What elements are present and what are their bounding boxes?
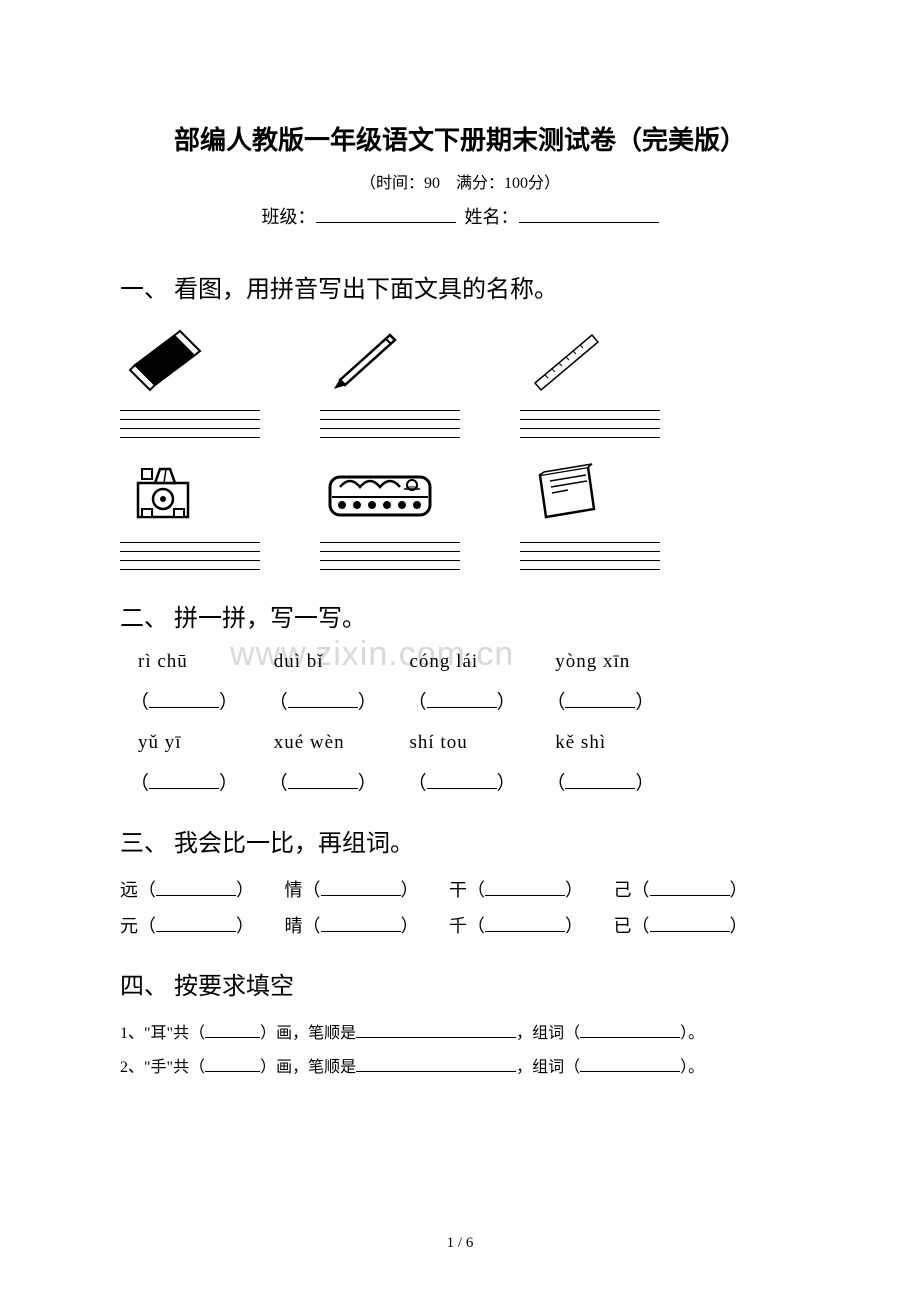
answer-blank[interactable]: （） <box>130 768 238 795</box>
name-blank[interactable] <box>519 205 659 223</box>
answer-blank[interactable] <box>356 1058 516 1072</box>
image-cell <box>320 454 460 570</box>
notebook-icon <box>520 454 610 530</box>
answer-blank[interactable]: （） <box>130 687 238 714</box>
section4-q2: 2、"手"共（）画，笔顺是，组词（）。 <box>120 1053 800 1077</box>
form-line: 班级： 姓名： <box>120 203 800 229</box>
document-subtitle: （时间：90 满分：100分） <box>120 169 800 193</box>
image-cell <box>520 454 660 570</box>
answer-blank[interactable]: （） <box>269 687 377 714</box>
answer-blank[interactable] <box>156 918 236 932</box>
word-item: 干（） <box>449 876 583 902</box>
answer-blank[interactable] <box>205 1024 260 1038</box>
answer-blank[interactable]: （） <box>546 768 654 795</box>
eraser-icon <box>120 322 210 398</box>
class-blank[interactable] <box>316 205 456 223</box>
pencilcase-icon <box>320 454 440 530</box>
section3-line: 远（） 情（） 干（） 己（） <box>120 876 800 902</box>
write-lines[interactable] <box>520 534 660 570</box>
pinyin-item: duì bǐ <box>274 651 404 673</box>
image-cell <box>120 322 260 438</box>
section4-q1: 1、"耳"共（）画，笔顺是，组词（）。 <box>120 1019 800 1043</box>
write-lines[interactable] <box>320 402 460 438</box>
blank-row: （） （） （） （） <box>130 687 800 714</box>
write-lines[interactable] <box>120 534 260 570</box>
answer-blank[interactable] <box>485 918 565 932</box>
section1-heading: 一、 看图，用拼音写出下面文具的名称。 <box>120 269 800 304</box>
answer-blank[interactable] <box>156 882 236 896</box>
section2-heading: 二、 拼一拼，写一写。 <box>120 598 800 633</box>
pinyin-item: cóng lái <box>410 651 550 673</box>
image-cell <box>320 322 460 438</box>
sharpener-icon <box>120 454 210 530</box>
word-item: 情（） <box>285 876 419 902</box>
name-label: 姓名： <box>465 207 519 227</box>
pencil-icon <box>320 322 410 398</box>
class-label: 班级： <box>262 207 316 227</box>
answer-blank[interactable] <box>205 1058 260 1072</box>
section3-line: 元（） 晴（） 千（） 已（） <box>120 912 800 938</box>
answer-blank[interactable] <box>356 1024 516 1038</box>
word-item: 己（） <box>614 876 748 902</box>
document-title: 部编人教版一年级语文下册期末测试卷（完美版） <box>120 120 800 157</box>
image-row-2 <box>120 454 800 570</box>
answer-blank[interactable]: （） <box>269 768 377 795</box>
write-lines[interactable] <box>320 534 460 570</box>
answer-blank[interactable] <box>321 882 401 896</box>
pinyin-item: shí tou <box>410 732 550 754</box>
answer-blank[interactable] <box>580 1058 680 1072</box>
answer-blank[interactable]: （） <box>546 687 654 714</box>
pinyin-row: rì chū duì bǐ cóng lái yòng xīn <box>138 651 800 673</box>
pinyin-item: yòng xīn <box>555 651 675 673</box>
image-cell <box>520 322 660 438</box>
word-item: 已（） <box>614 912 748 938</box>
blank-row: （） （） （） （） <box>130 768 800 795</box>
answer-blank[interactable]: （） <box>408 687 516 714</box>
answer-blank[interactable] <box>650 882 730 896</box>
image-cell <box>120 454 260 570</box>
answer-blank[interactable] <box>580 1024 680 1038</box>
pinyin-item: xué wèn <box>274 732 404 754</box>
pinyin-row: yǔ yī xué wèn shí tou kě shì <box>138 732 800 754</box>
write-lines[interactable] <box>520 402 660 438</box>
answer-blank[interactable] <box>650 918 730 932</box>
section4-heading: 四、 按要求填空 <box>120 966 800 1001</box>
answer-blank[interactable] <box>321 918 401 932</box>
page-number: 1 / 6 <box>0 1235 920 1252</box>
pinyin-item: kě shì <box>555 732 675 754</box>
word-item: 远（） <box>120 876 254 902</box>
word-item: 元（） <box>120 912 254 938</box>
answer-blank[interactable] <box>485 882 565 896</box>
pinyin-item: rì chū <box>138 651 268 673</box>
ruler-icon <box>520 322 610 398</box>
word-item: 晴（） <box>285 912 419 938</box>
answer-blank[interactable]: （） <box>408 768 516 795</box>
word-item: 千（） <box>449 912 583 938</box>
image-row-1 <box>120 322 800 438</box>
section3-heading: 三、 我会比一比，再组词。 <box>120 823 800 858</box>
pinyin-item: yǔ yī <box>138 732 268 754</box>
write-lines[interactable] <box>120 402 260 438</box>
